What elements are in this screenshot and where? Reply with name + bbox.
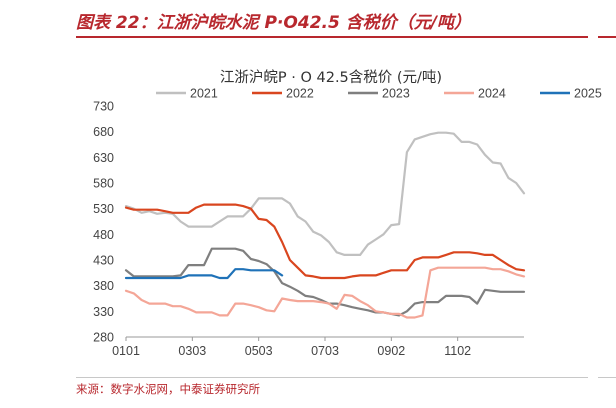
y-tick-label: 680 (93, 125, 114, 139)
y-tick-label: 430 (93, 254, 114, 268)
y-tick-label: 630 (93, 151, 114, 165)
title-rule-right (598, 36, 616, 38)
chart-legend: 2021 2022 2023 2024 2025 (156, 87, 602, 101)
y-tick-label: 580 (93, 177, 114, 191)
x-tick-label: 0503 (245, 344, 273, 358)
y-axis: 280 330 380 430 480 530 580 630 680 730 (93, 100, 114, 345)
legend-label-2022: 2022 (286, 87, 314, 101)
y-tick-label: 280 (93, 331, 114, 345)
y-tick-label: 380 (93, 279, 114, 293)
chart-title: 江浙沪皖P · O 42.5含税价 (元/吨) (220, 69, 442, 86)
source-rule (76, 377, 588, 378)
legend-label-2021: 2021 (190, 87, 218, 101)
y-tick-label: 330 (93, 305, 114, 319)
y-tick-label: 480 (93, 228, 114, 242)
series-layer (124, 131, 526, 319)
title-rule (76, 36, 588, 38)
y-tick-label: 730 (93, 100, 114, 114)
x-tick-label: 0101 (112, 344, 140, 358)
x-tick-label: 0703 (311, 344, 339, 358)
legend-label-2025: 2025 (574, 87, 602, 101)
legend-label-2024: 2024 (478, 87, 506, 101)
series-line-2021 (124, 131, 526, 256)
series-line-2025 (124, 268, 284, 280)
series-line-2022 (124, 203, 526, 280)
x-tick-label: 0902 (377, 344, 405, 358)
y-tick-label: 530 (93, 202, 114, 216)
series-line-2024 (124, 266, 526, 319)
figure-title: 图表 22：江浙沪皖水泥 P·O42.5 含税价（元/吨） (76, 13, 471, 33)
x-tick-label: 1102 (444, 344, 471, 358)
source-note: 来源：数字水泥网，中泰证券研究所 (76, 382, 260, 396)
legend-label-2023: 2023 (382, 87, 410, 101)
x-tick-label: 0303 (178, 344, 206, 358)
x-axis: 0101 0303 0503 0703 0902 1102 (112, 336, 524, 358)
source-rule-right (598, 377, 616, 378)
series-line-2023 (124, 247, 526, 317)
